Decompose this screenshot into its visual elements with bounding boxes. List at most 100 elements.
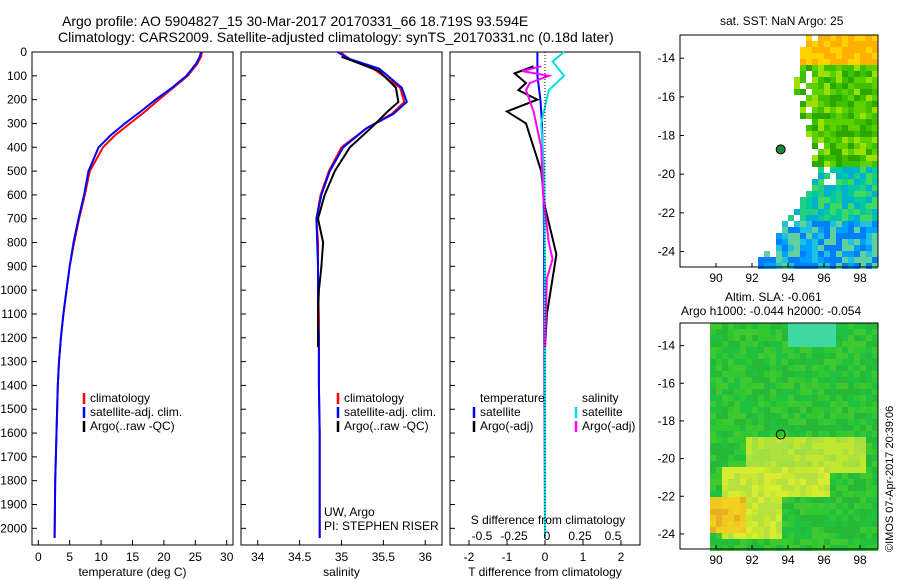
- sla-cell: [746, 545, 752, 551]
- sla-cell: [872, 509, 878, 515]
- sla-cell: [740, 371, 746, 377]
- sla-cell: [824, 401, 830, 407]
- sst-cell: [860, 41, 866, 47]
- sla-cell: [842, 329, 848, 335]
- sst-cell: [872, 77, 878, 83]
- sst-cell: [866, 107, 872, 113]
- sst-cell: [830, 77, 836, 83]
- sla-cell: [812, 467, 818, 473]
- sla-cell: [746, 359, 752, 365]
- sla-cell: [728, 413, 734, 419]
- sst-cell: [866, 77, 872, 83]
- sla-cell: [746, 461, 752, 467]
- sst-cell: [836, 221, 842, 227]
- sla-cell: [818, 359, 824, 365]
- sla-cell: [728, 461, 734, 467]
- sla-cell: [872, 359, 878, 365]
- y-tick-label: -22: [658, 206, 676, 220]
- sla-cell: [848, 425, 854, 431]
- sla-cell: [788, 359, 794, 365]
- temperature-panel: 0100200300400500600700800900100011001200…: [0, 45, 233, 579]
- sla-cell: [848, 365, 854, 371]
- y-tick-label: 300: [7, 116, 27, 130]
- sst-cell: [842, 221, 848, 227]
- sst-cell: [824, 71, 830, 77]
- sla-cell: [824, 479, 830, 485]
- sst-cell: [860, 263, 866, 269]
- sla-cell: [800, 521, 806, 527]
- sst-cell: [854, 53, 860, 59]
- sla-cell: [734, 389, 740, 395]
- sla-cell: [740, 353, 746, 359]
- sla-cell: [728, 335, 734, 341]
- sla-cell: [866, 365, 872, 371]
- sla-cell: [770, 377, 776, 383]
- sla-cell: [716, 323, 722, 329]
- sst-cell: [836, 263, 842, 269]
- sst-cell: [860, 131, 866, 137]
- sla-cell: [800, 425, 806, 431]
- sla-cell: [866, 395, 872, 401]
- sla-cell: [824, 443, 830, 449]
- sla-cell: [740, 503, 746, 509]
- sla-cell: [782, 521, 788, 527]
- sla-cell: [818, 425, 824, 431]
- sla-cell: [800, 335, 806, 341]
- sst-cell: [848, 101, 854, 107]
- sst-cell: [824, 65, 830, 71]
- sst-cell: [842, 161, 848, 167]
- sla-cell: [728, 371, 734, 377]
- x-tick-label: 94: [781, 553, 795, 567]
- sla-cell: [764, 521, 770, 527]
- sla-cell: [872, 323, 878, 329]
- sla-cell: [836, 401, 842, 407]
- sla-cell: [776, 383, 782, 389]
- sst-cell: [872, 233, 878, 239]
- sst-cell: [806, 113, 812, 119]
- sst-cell: [806, 233, 812, 239]
- sst-cell: [860, 35, 866, 41]
- sst-cell: [866, 119, 872, 125]
- sla-cell: [806, 545, 812, 551]
- sla-cell: [746, 425, 752, 431]
- sla-cell: [782, 365, 788, 371]
- sst-cell: [836, 161, 842, 167]
- sst-cell: [848, 227, 854, 233]
- sst-cell: [848, 89, 854, 95]
- x-tick-label: 90: [709, 553, 723, 567]
- sla-cell: [716, 515, 722, 521]
- sla-cell: [794, 383, 800, 389]
- sst-cell: [866, 239, 872, 245]
- sla-cell: [860, 527, 866, 533]
- sla-cell: [734, 479, 740, 485]
- sla-cell: [848, 515, 854, 521]
- sla-cell: [842, 527, 848, 533]
- sla-map: 90 92 94 96 98-14-16-18-20-22-24: [658, 322, 879, 567]
- sla-cell: [794, 335, 800, 341]
- sst-cell: [812, 239, 818, 245]
- sla-cell: [794, 413, 800, 419]
- sst-cell: [866, 65, 872, 71]
- sst-cell: [842, 155, 848, 161]
- sst-cell: [842, 143, 848, 149]
- sla-cell: [866, 521, 872, 527]
- sla-cell: [752, 521, 758, 527]
- y-tick-label: 900: [7, 259, 27, 273]
- sst-cell: [830, 149, 836, 155]
- sla-cell: [776, 335, 782, 341]
- sla-cell: [770, 323, 776, 329]
- sla-cell: [722, 407, 728, 413]
- sla-cell: [734, 353, 740, 359]
- sst-cell: [806, 197, 812, 203]
- sst-cell: [812, 71, 818, 77]
- sla-cell: [758, 407, 764, 413]
- sla-cell: [728, 431, 734, 437]
- sla-cell: [722, 509, 728, 515]
- sla-cell: [770, 479, 776, 485]
- sst-cell: [818, 263, 824, 269]
- sla-cell: [746, 329, 752, 335]
- sla-cell: [710, 413, 716, 419]
- sst-cell: [854, 125, 860, 131]
- sla-cell: [812, 509, 818, 515]
- sst-cell: [836, 107, 842, 113]
